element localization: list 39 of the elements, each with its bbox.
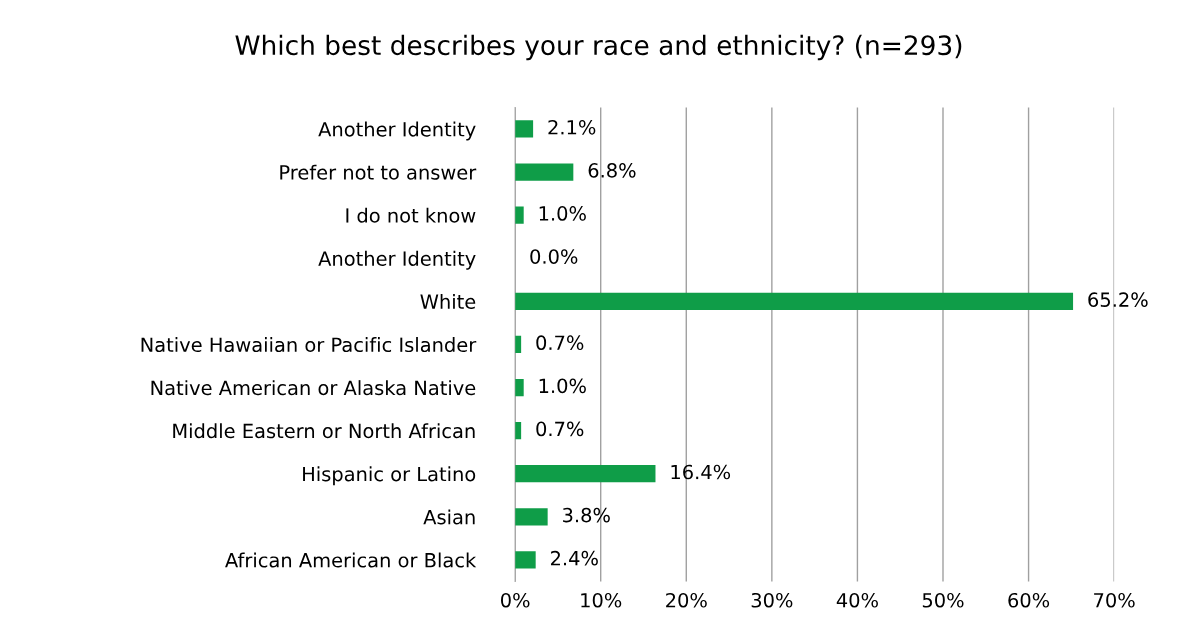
data-label: 1.0%: [539, 206, 586, 221]
y-tick-label: White: [420, 293, 476, 310]
y-tick-label: Prefer not to answer: [280, 164, 477, 180]
y-tick-label: Another Identity: [318, 250, 476, 270]
x-tick-label: 20%: [666, 592, 707, 608]
x-tick-label: 60%: [1008, 592, 1050, 608]
x-tick-label: 50%: [922, 592, 964, 608]
y-tick-label: Asian: [423, 509, 475, 525]
data-label: 2.1%: [548, 119, 596, 135]
x-tick-label: 40%: [836, 592, 878, 608]
data-label: 0.7%: [536, 421, 584, 437]
data-label: 0.7%: [536, 335, 584, 351]
data-label: 3.8%: [563, 507, 610, 523]
bar: [515, 508, 548, 526]
data-label: 6.8%: [588, 163, 636, 178]
x-tick-label: 10%: [581, 592, 622, 608]
data-label: 16.4%: [671, 464, 731, 480]
data-label: 65.2%: [1088, 292, 1148, 307]
chart-title: Which best describes your race and ethnicity? (n=293): [235, 34, 962, 61]
x-tick-label: 70%: [1094, 592, 1135, 608]
bar: [515, 378, 524, 397]
bar: [515, 120, 534, 138]
data-label: 1.0%: [539, 378, 586, 394]
y-tick-label: Native American or Alaska Native: [151, 380, 476, 396]
bar: [515, 551, 536, 569]
y-tick-label: Middle Eastern or North African: [173, 423, 475, 439]
x-tick-label: 0%: [501, 592, 530, 608]
bar: [515, 292, 1074, 310]
x-tick-label: 30%: [751, 592, 793, 608]
y-tick-label: Hispanic or Latino: [303, 466, 476, 486]
y-tick-label: I do not know: [346, 207, 476, 223]
data-label: 2.4%: [550, 550, 598, 566]
bar: [515, 206, 524, 224]
data-label: 0.0%: [530, 249, 578, 264]
y-tick-label: Native Hawaiian or Pacific Islander: [141, 337, 477, 353]
y-tick-label: Another Identity: [318, 121, 476, 141]
bar: [515, 163, 574, 181]
bar: [515, 465, 656, 483]
y-tick-label: African American or Black: [225, 552, 477, 568]
